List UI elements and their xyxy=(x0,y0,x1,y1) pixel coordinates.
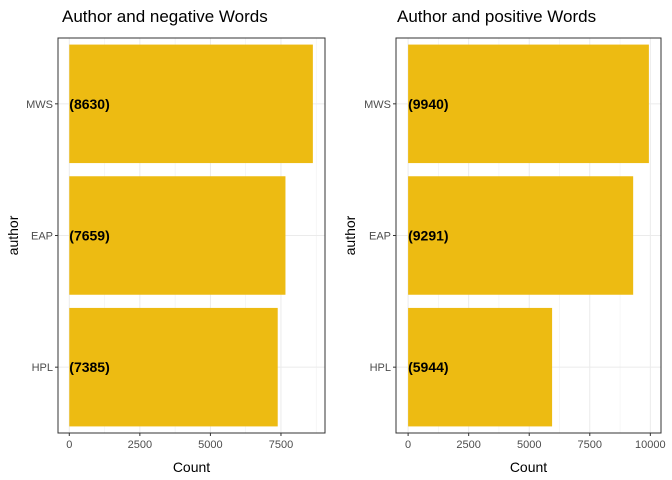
data-label: (7385) xyxy=(69,359,109,375)
bar-mws xyxy=(408,44,649,164)
x-tick-label: 7500 xyxy=(269,439,293,451)
x-tick-label: 2500 xyxy=(456,439,480,451)
y-tick-label: HPL xyxy=(32,362,53,374)
x-tick-label: 5000 xyxy=(517,439,541,451)
y-tick-label: EAP xyxy=(31,231,53,243)
y-tick-label: MWS xyxy=(26,99,53,111)
x-tick-label: 0 xyxy=(66,439,72,451)
x-axis-title: Count xyxy=(510,459,547,475)
x-tick-label: 0 xyxy=(405,439,411,451)
chart-panel-2: (9940) (9291) (5944) MWS EAP HPL 0 2500 5000 7500… xyxy=(342,7,666,475)
x-tick-label: 5000 xyxy=(198,439,222,451)
y-tick-label: EAP xyxy=(369,231,391,243)
data-label: (9940) xyxy=(408,96,448,112)
y-tick-label: HPL xyxy=(370,362,391,374)
bar-eap xyxy=(69,176,286,295)
x-tick-label: 10000 xyxy=(635,439,666,451)
chart-title: Author and positive Words xyxy=(397,7,596,26)
x-axis-title: Count xyxy=(173,459,210,475)
y-axis-title: author xyxy=(342,215,358,255)
bar-mws xyxy=(69,44,313,164)
bar-eap xyxy=(408,176,634,295)
x-tick-label: 2500 xyxy=(128,439,152,451)
data-label: (9291) xyxy=(408,228,448,244)
data-label: (7659) xyxy=(69,228,109,244)
bar-hpl xyxy=(69,307,278,427)
data-label: (8630) xyxy=(69,96,109,112)
data-label: (5944) xyxy=(408,359,448,375)
chart-panel-1: (8630) (7659) (7385) MWS EAP HPL 0 2500 5000 7500… xyxy=(5,7,326,475)
y-axis-title: author xyxy=(5,215,21,255)
bar-hpl xyxy=(408,307,553,427)
chart-title: Author and negative Words xyxy=(62,7,268,26)
x-tick-label: 7500 xyxy=(578,439,602,451)
y-tick-label: MWS xyxy=(364,99,391,111)
